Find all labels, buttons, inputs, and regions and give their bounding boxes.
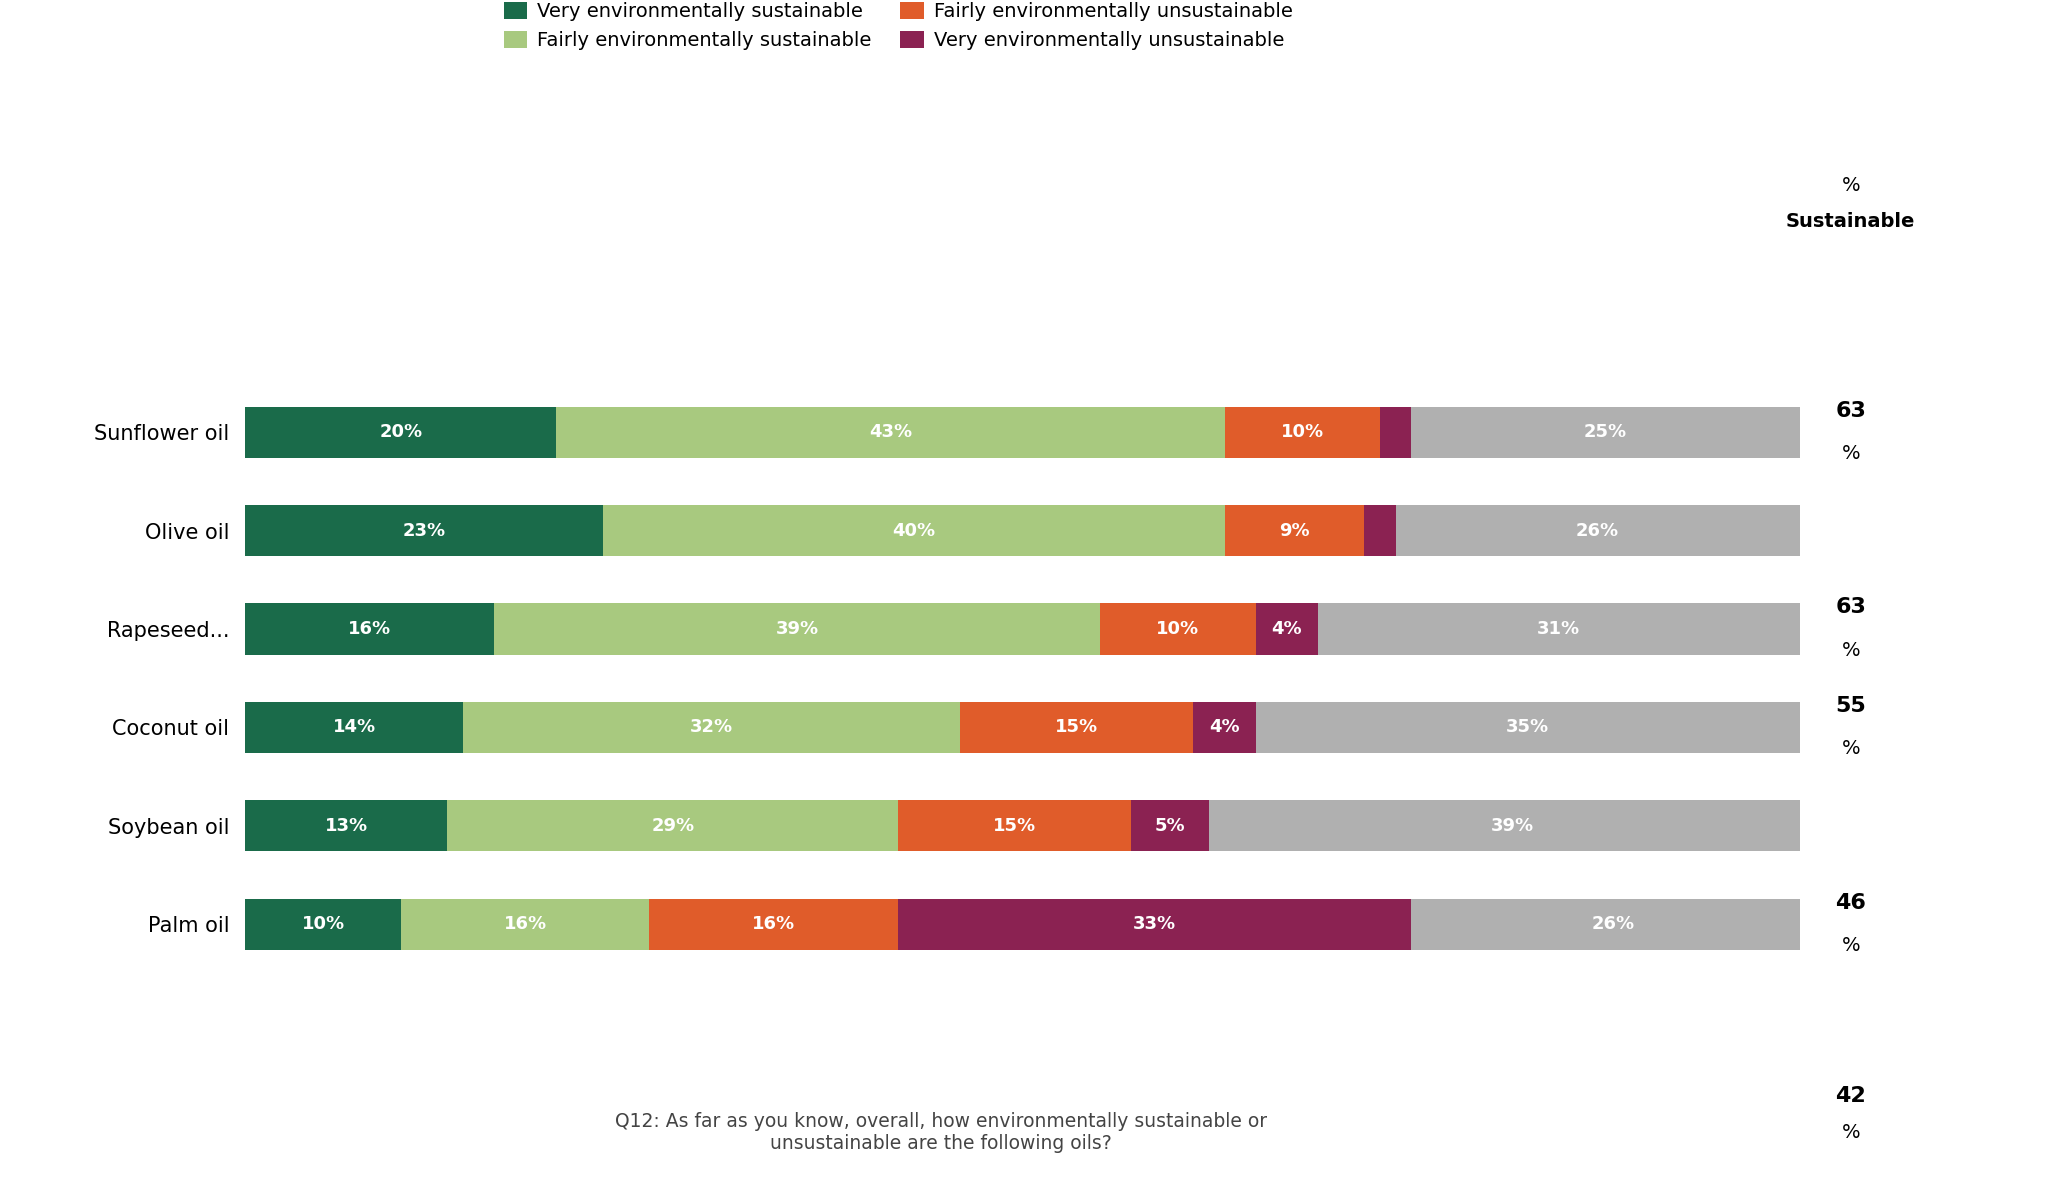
Text: 55: 55 [1834,696,1867,715]
Text: 25%: 25% [1583,423,1628,441]
Bar [1194,702,1256,754]
Bar [245,506,603,556]
Text: %: % [1840,641,1861,660]
Text: 32%: 32% [689,719,734,737]
Text: 10%: 10% [1280,423,1323,441]
Text: 9%: 9% [1280,521,1309,539]
Bar [650,898,898,950]
Text: 10%: 10% [301,915,346,933]
Text: 4%: 4% [1209,719,1239,737]
Text: 39%: 39% [1491,817,1534,835]
Text: 63: 63 [1834,598,1867,617]
Text: 13%: 13% [325,817,368,835]
Bar [898,898,1411,950]
Text: 26%: 26% [1591,915,1634,933]
Text: 46: 46 [1834,893,1867,913]
Text: 15%: 15% [1055,719,1098,737]
Text: %: % [1840,444,1861,464]
Bar [1100,604,1256,654]
Text: 42: 42 [1834,1087,1867,1106]
Bar [245,898,401,950]
Bar [245,702,462,754]
Bar [1364,506,1395,556]
Bar [448,800,898,852]
Text: Sustainable: Sustainable [1785,212,1916,231]
Text: %: % [1840,176,1861,195]
Text: %: % [1840,1123,1861,1142]
Bar [1209,800,1816,852]
Text: 16%: 16% [753,915,796,933]
Text: 23%: 23% [403,521,446,539]
Bar [1131,800,1209,852]
Text: 40%: 40% [892,521,935,539]
Text: 63: 63 [1834,400,1867,420]
Bar [1225,506,1364,556]
Bar [401,898,650,950]
Text: 15%: 15% [994,817,1037,835]
Bar [1256,702,1800,754]
Bar [603,506,1225,556]
Bar [462,702,961,754]
Bar [1411,898,1816,950]
Text: 31%: 31% [1538,619,1581,639]
Text: 29%: 29% [650,817,695,835]
Text: 39%: 39% [775,619,818,639]
Legend: Very environmentally sustainable, Fairly environmentally sustainable, Fairly env: Very environmentally sustainable, Fairly… [497,0,1301,58]
Text: 16%: 16% [503,915,546,933]
Bar [1317,604,1800,654]
Bar [1256,604,1317,654]
Bar [1380,406,1411,458]
Text: 5%: 5% [1155,817,1186,835]
Text: Q12: As far as you know, overall, how environmentally sustainable or
unsustainab: Q12: As far as you know, overall, how en… [616,1112,1266,1152]
Text: 35%: 35% [1505,719,1550,737]
Text: %: % [1840,739,1861,758]
Bar [1411,406,1800,458]
Bar [495,604,1100,654]
Text: 33%: 33% [1133,915,1176,933]
Bar [245,604,495,654]
Text: 14%: 14% [333,719,376,737]
Bar [245,406,556,458]
Bar [245,800,448,852]
Text: %: % [1840,936,1861,955]
Bar [556,406,1225,458]
Bar [961,702,1194,754]
Bar [898,800,1131,852]
Text: 4%: 4% [1272,619,1303,639]
Text: 26%: 26% [1577,521,1620,539]
Text: 16%: 16% [348,619,391,639]
Text: 43%: 43% [869,423,912,441]
Bar [1225,406,1380,458]
Bar [1395,506,1800,556]
Text: 20%: 20% [378,423,423,441]
Text: 10%: 10% [1155,619,1200,639]
